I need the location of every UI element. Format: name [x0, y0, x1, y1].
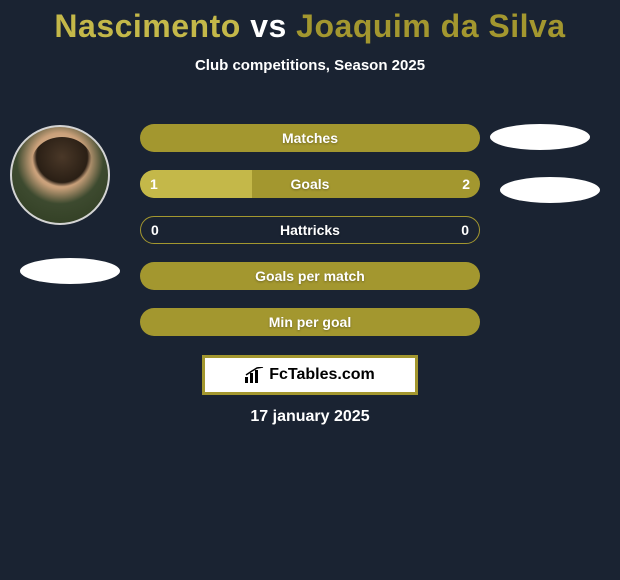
date-text: 17 january 2025 — [0, 408, 620, 426]
logo-text: FcTables.com — [269, 366, 375, 384]
mpg-label: Min per goal — [269, 314, 351, 330]
player2-name-placeholder — [500, 177, 600, 203]
player1-avatar — [10, 125, 110, 225]
vs-text: vs — [250, 8, 287, 44]
goals-label: Goals — [291, 176, 330, 192]
player2-name: Joaquim da Silva — [296, 8, 565, 44]
player1-name-placeholder — [20, 258, 120, 284]
stat-row-hattricks: 0 Hattricks 0 — [140, 216, 480, 244]
stats-container: Matches 1 Goals 2 0 Hattricks 0 Goals pe… — [140, 124, 480, 354]
stat-row-gpm: Goals per match — [140, 262, 480, 290]
chart-icon — [245, 367, 265, 383]
hattricks-label: Hattricks — [280, 222, 340, 238]
player1-name: Nascimento — [54, 8, 240, 44]
goals-left-value: 1 — [150, 176, 158, 192]
comparison-title: Nascimento vs Joaquim da Silva — [0, 0, 620, 45]
matches-label: Matches — [282, 130, 338, 146]
stat-row-mpg: Min per goal — [140, 308, 480, 336]
fctables-logo[interactable]: FcTables.com — [202, 355, 418, 395]
goals-right-value: 2 — [462, 176, 470, 192]
stat-row-goals: 1 Goals 2 — [140, 170, 480, 198]
hattricks-right-value: 0 — [461, 222, 469, 238]
player2-avatar-placeholder — [490, 124, 590, 150]
hattricks-left-value: 0 — [151, 222, 159, 238]
gpm-label: Goals per match — [255, 268, 365, 284]
stat-row-matches: Matches — [140, 124, 480, 152]
subtitle: Club competitions, Season 2025 — [0, 57, 620, 74]
